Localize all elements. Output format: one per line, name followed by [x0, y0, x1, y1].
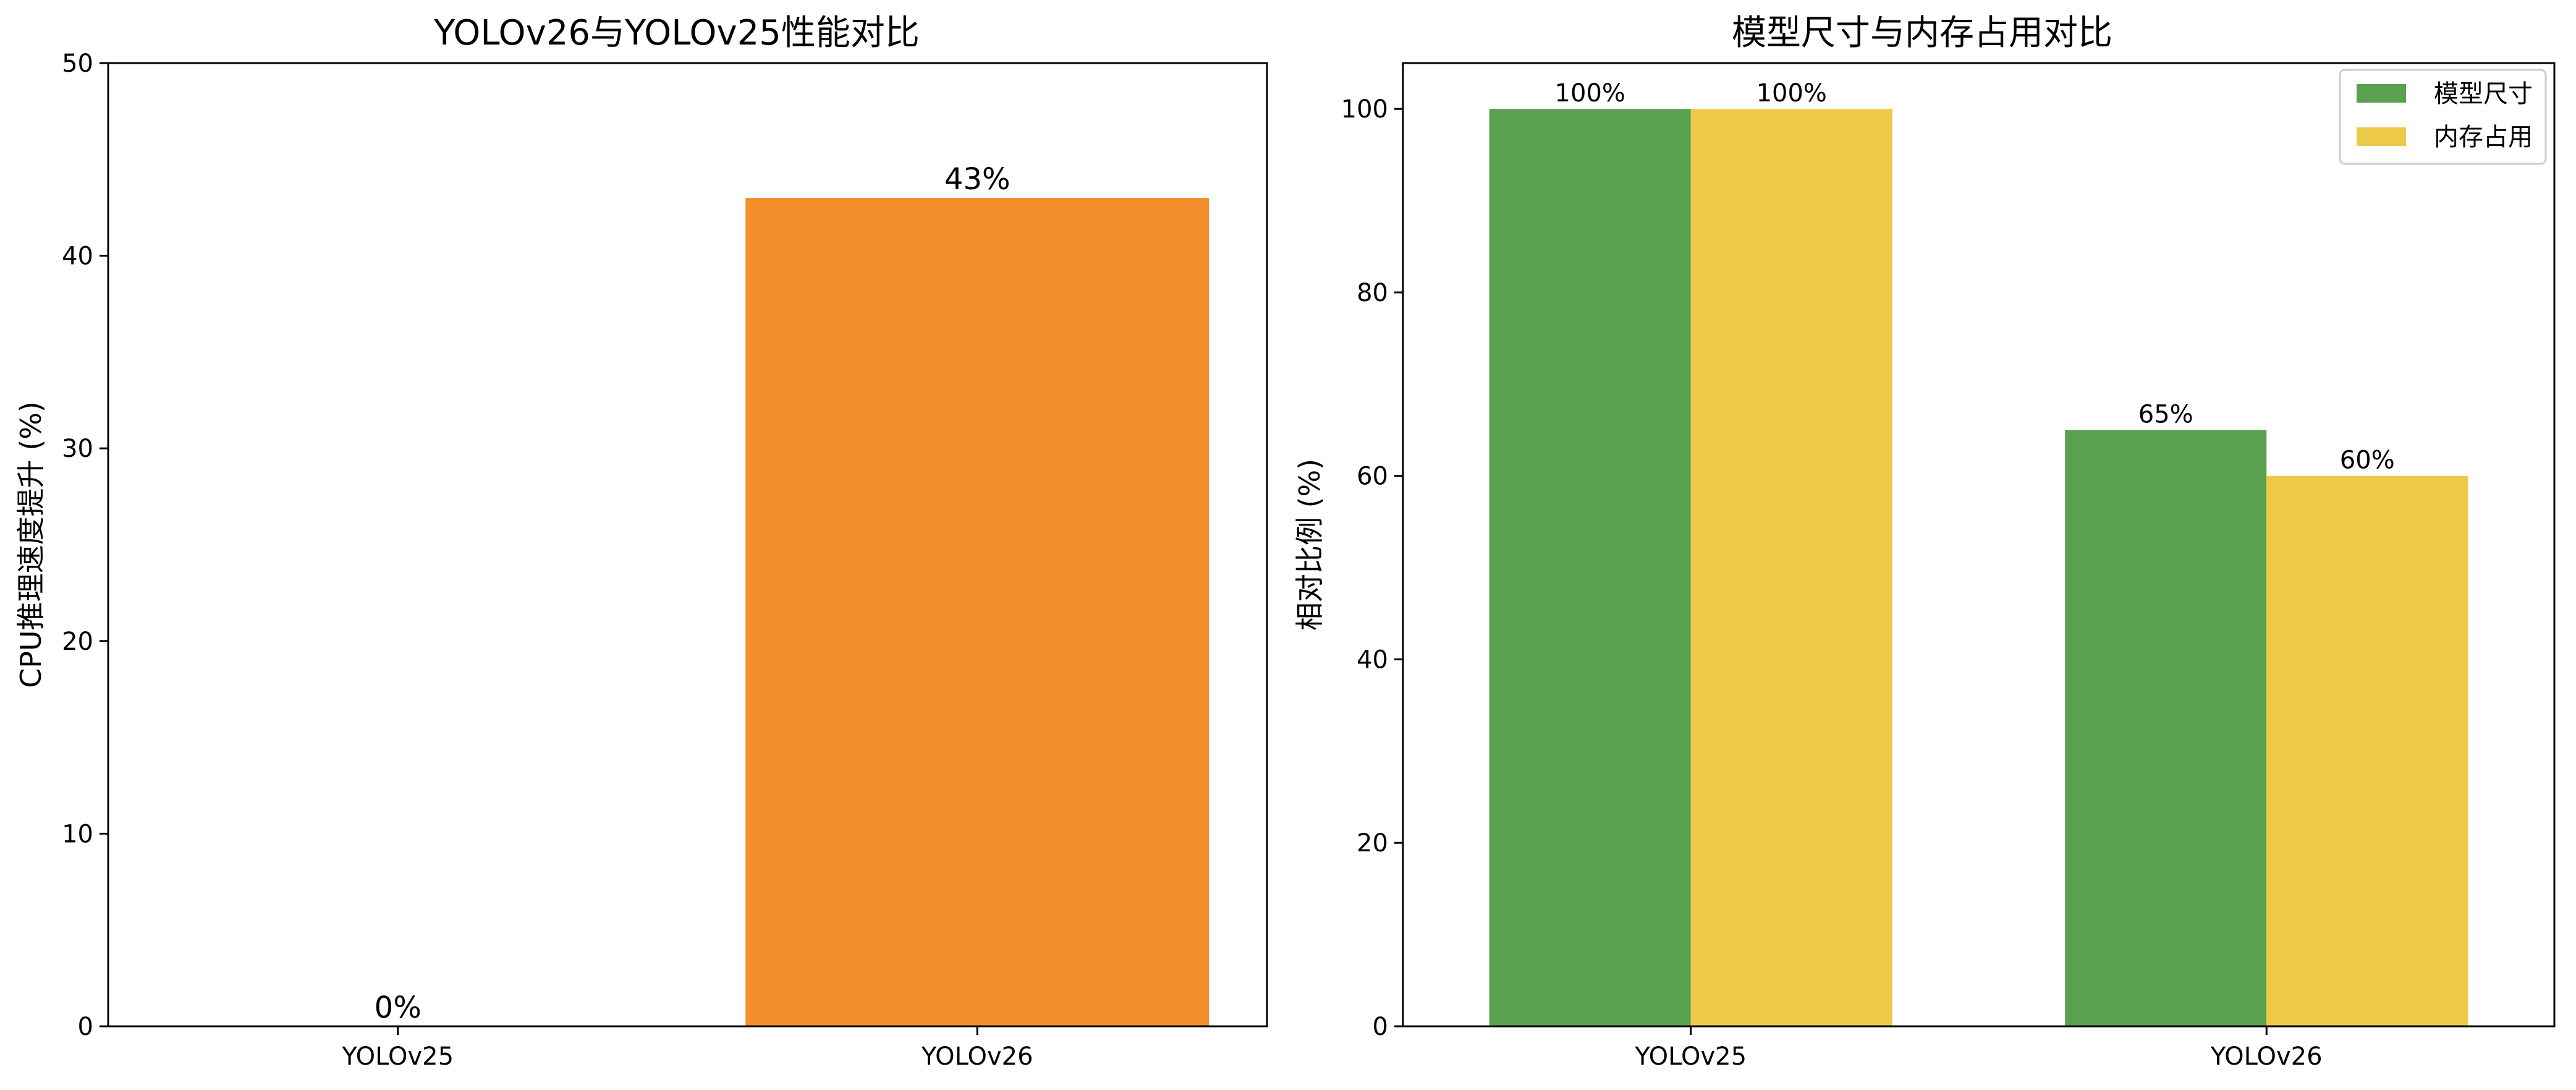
chart-right-title: 模型尺寸与内存占用对比 — [1732, 13, 2112, 53]
chart-left-data-labels: 0% 43% — [375, 162, 1010, 1025]
bar-yolov25-series-1 — [1690, 109, 1892, 1027]
legend-label-model-size: 模型尺寸 — [2434, 80, 2533, 108]
y-tick-label: 10 — [62, 820, 93, 848]
bar-yolov26-series-0 — [2065, 430, 2267, 1026]
data-label-yolov26-series-0: 65% — [2138, 401, 2193, 429]
x-tick-label: YOLOv25 — [341, 1042, 454, 1071]
y-tick-label: 30 — [62, 435, 93, 463]
chart-right-axes-frame — [1402, 62, 2556, 1028]
x-tick-label: YOLOv26 — [921, 1042, 1033, 1071]
y-tick-label: 20 — [1357, 829, 1388, 858]
chart-left-axes-frame — [107, 62, 1268, 1028]
legend-swatch-model-size — [2357, 84, 2406, 103]
y-tick-label: 60 — [1357, 462, 1388, 491]
chart-right-ylabel: 相对比例 (%) — [1293, 459, 1326, 631]
y-tick-label: 0 — [1373, 1013, 1388, 1041]
y-tick-label: 0 — [78, 1013, 93, 1041]
bar-yolov26-series-1 — [2266, 475, 2468, 1026]
chart-left-ylabel: CPU推理速度提升 (%) — [14, 401, 48, 688]
y-tick-label: 50 — [62, 49, 93, 78]
data-label-yolov26-series-1: 60% — [2340, 446, 2395, 475]
legend-swatch-memory — [2357, 127, 2406, 146]
y-tick-label: 100 — [1341, 95, 1388, 124]
chart-right-bars — [1489, 109, 2468, 1027]
chart-right-data-labels: 100% 100% 65% 60% — [1555, 79, 2395, 475]
chart-left-bars — [745, 198, 1210, 1026]
data-label-yolov25-series-1: 100% — [1756, 79, 1827, 108]
x-tick-label: YOLOv26 — [2210, 1042, 2323, 1071]
chart-right-yticks: 0 20 40 60 80 100 — [1341, 95, 1403, 1041]
legend-label-memory: 内存占用 — [2434, 123, 2533, 151]
chart-left-yticks: 0 10 20 30 40 50 — [62, 49, 108, 1041]
data-label-yolov25-series-0: 100% — [1555, 79, 1625, 108]
y-tick-label: 40 — [1357, 645, 1388, 674]
chart-left-title: YOLOv26与YOLOv25性能对比 — [433, 13, 920, 53]
data-label-yolov25: 0% — [375, 990, 422, 1025]
x-tick-label: YOLOv25 — [1634, 1042, 1747, 1071]
legend: 模型尺寸 内存占用 — [2339, 69, 2547, 165]
y-tick-label: 40 — [62, 242, 93, 271]
data-label-yolov26: 43% — [944, 162, 1010, 197]
y-tick-label: 80 — [1357, 279, 1388, 307]
y-tick-label: 20 — [62, 628, 93, 656]
chart-right-xticks: YOLOv25 YOLOv26 — [1634, 1026, 2323, 1071]
bar-yolov25-series-0 — [1489, 109, 1691, 1027]
bar-yolov26 — [745, 198, 1210, 1026]
chart-left-xticks: YOLOv25 YOLOv26 — [341, 1026, 1033, 1071]
